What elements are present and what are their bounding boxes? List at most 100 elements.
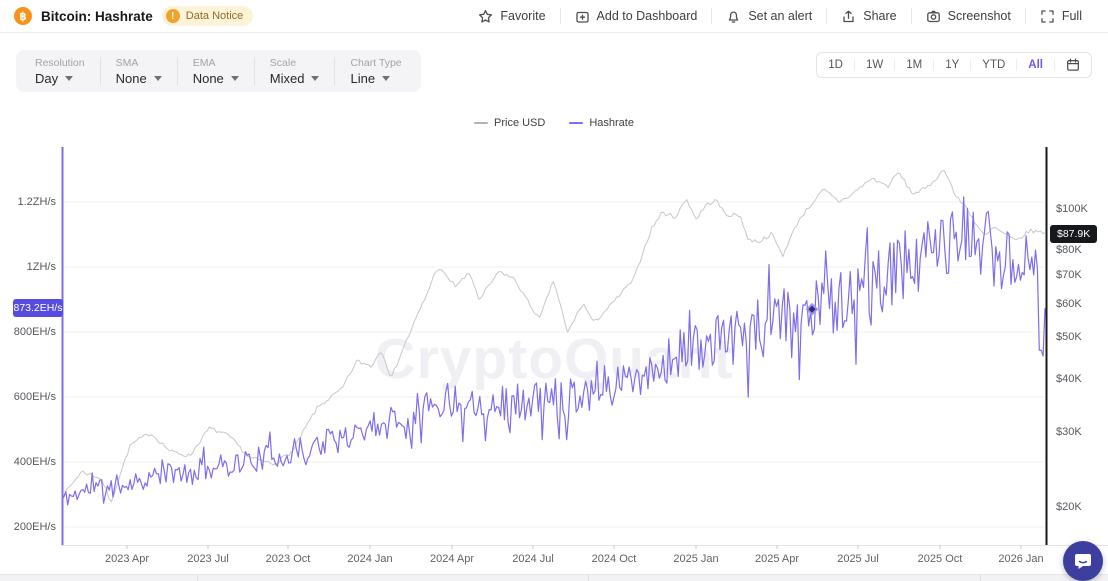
- favorite-button[interactable]: Favorite: [464, 9, 559, 24]
- chevron-down-icon: [311, 75, 320, 81]
- data-notice-badge[interactable]: ! Data Notice: [161, 6, 254, 26]
- share-icon: [841, 9, 856, 24]
- date-axis-tick: 2024 Jan: [347, 553, 393, 565]
- date-axis-tick: 2025 Jul: [837, 553, 879, 565]
- range-separator: [970, 59, 972, 71]
- date-axis-tick: 2026 Jan: [998, 553, 1044, 565]
- screenshot-button[interactable]: Screenshot: [912, 9, 1025, 24]
- price-axis-tick: $100K: [1056, 203, 1088, 215]
- set-an-alert-label: Set an alert: [748, 9, 813, 23]
- share-button[interactable]: Share: [827, 9, 910, 24]
- header-separator: [1024, 8, 1026, 24]
- toolbar-separator: [253, 57, 255, 85]
- set-an-alert-button[interactable]: Set an alert: [712, 9, 826, 24]
- price-axis-tick: $50K: [1056, 331, 1082, 344]
- chart-settings-toolbar: Resolution Day SMA None EMA None Scale Mixed Cha…: [16, 50, 421, 92]
- date-axis-tick: 2023 Jul: [187, 553, 229, 565]
- range-tab-1m[interactable]: 1M: [906, 59, 923, 71]
- range-tab-1w[interactable]: 1W: [865, 59, 884, 71]
- header-separator: [826, 8, 828, 24]
- range-tab-ytd[interactable]: YTD: [982, 59, 1006, 71]
- date-axis-tick: 2023 Oct: [265, 553, 311, 565]
- dashboard-add-icon: [575, 9, 590, 24]
- range-separator: [1054, 59, 1055, 71]
- date-axis-tick: 2025 Jan: [673, 553, 719, 565]
- chevron-down-icon: [65, 75, 74, 81]
- toolbar-separator: [176, 57, 178, 85]
- chart-type-dropdown[interactable]: Chart Type Line: [335, 57, 416, 86]
- sma-dropdown[interactable]: SMA None: [101, 57, 177, 86]
- date-axis-tick: 2025 Oct: [917, 553, 963, 565]
- sma-dropdown-label: SMA: [115, 56, 139, 69]
- legend-swatch: [569, 122, 584, 124]
- legend-label: Price USD: [494, 117, 546, 129]
- price-axis-tick: $40K: [1056, 372, 1082, 385]
- legend-label: Hashrate: [589, 117, 634, 129]
- chevron-down-icon: [153, 75, 162, 81]
- toolbar-separator: [99, 57, 101, 85]
- bottom-scrollbar[interactable]: [0, 574, 1108, 581]
- range-tab-1d[interactable]: 1D: [828, 59, 843, 71]
- scrollbar-divider: [588, 575, 589, 581]
- ema-dropdown-value: None: [192, 70, 224, 86]
- range-tab-1y[interactable]: 1Y: [945, 59, 960, 71]
- legend-swatch: [474, 122, 488, 124]
- range-separator: [894, 59, 896, 71]
- hashrate-axis-tick: 800EH/s: [13, 326, 56, 338]
- chart-legend: Price USD Hashrate: [0, 117, 1108, 129]
- header-separator: [910, 8, 912, 24]
- range-tab-all[interactable]: All: [1028, 59, 1043, 71]
- scrollbar-divider: [197, 575, 198, 581]
- fullscreen-icon: [1040, 9, 1055, 24]
- date-axis-tick: 2024 Oct: [591, 553, 637, 565]
- price-axis-tick: $20K: [1056, 500, 1082, 513]
- scale-dropdown-value: Mixed: [269, 70, 305, 86]
- resolution-dropdown-value: Day: [35, 70, 59, 86]
- price-current-badge: $87.9K: [1050, 225, 1098, 243]
- price-usd-line: [61, 170, 1046, 503]
- scrollbar-divider: [980, 575, 981, 581]
- range-separator: [933, 59, 935, 71]
- hashrate-line: [61, 196, 1046, 506]
- scale-dropdown-label: Scale: [269, 56, 297, 69]
- star-icon: [478, 9, 493, 24]
- legend-item-price-usd[interactable]: Price USD: [474, 117, 545, 129]
- resolution-dropdown[interactable]: Resolution Day: [20, 57, 100, 86]
- range-separator: [853, 59, 855, 71]
- bitcoin-icon: ฿: [14, 7, 32, 25]
- screenshot-label: Screenshot: [947, 9, 1011, 23]
- date-axis-tick: 2023 Apr: [104, 553, 150, 565]
- header-separator: [559, 8, 561, 24]
- full-label: Full: [1061, 9, 1082, 23]
- add-to-dashboard-button[interactable]: Add to Dashboard: [561, 9, 712, 24]
- camera-icon: [926, 9, 941, 24]
- price-axis-tick: $80K: [1056, 244, 1082, 257]
- favorite-label: Favorite: [500, 9, 546, 23]
- chart-type-dropdown-value: Line: [350, 70, 376, 86]
- time-range-selector: 1D 1W 1M 1Y YTD All: [816, 52, 1092, 78]
- range-separator: [1016, 59, 1018, 71]
- data-point-marker[interactable]: [805, 302, 819, 316]
- header-left: ฿ Bitcoin: Hashrate ! Data Notice: [14, 6, 254, 26]
- chat-button[interactable]: [1063, 541, 1103, 581]
- ema-dropdown[interactable]: EMA None: [178, 57, 254, 86]
- date-axis-tick: 2024 Jul: [512, 553, 554, 565]
- toolbar-separator: [334, 57, 336, 85]
- header: ฿ Bitcoin: Hashrate ! Data Notice Favori…: [0, 0, 1108, 33]
- price-axis-tick: $70K: [1056, 268, 1082, 281]
- calendar-icon[interactable]: [1055, 58, 1091, 72]
- date-axis-tick: 2025 Apr: [754, 553, 800, 565]
- header-separator: [711, 8, 713, 24]
- resolution-dropdown-label: Resolution: [35, 56, 85, 69]
- sma-dropdown-value: None: [115, 70, 147, 86]
- hashrate-current-badge: 873.2EH/s: [13, 299, 63, 317]
- scale-dropdown[interactable]: Scale Mixed: [255, 57, 335, 86]
- price-axis-tick: $60K: [1056, 297, 1082, 310]
- chevron-down-icon: [230, 75, 239, 81]
- full-button[interactable]: Full: [1026, 9, 1096, 24]
- date-axis-tick: 2024 Apr: [429, 553, 475, 565]
- add-to-dashboard-label: Add to Dashboard: [596, 9, 698, 23]
- legend-item-hashrate[interactable]: Hashrate: [569, 117, 634, 129]
- share-label: Share: [863, 9, 897, 23]
